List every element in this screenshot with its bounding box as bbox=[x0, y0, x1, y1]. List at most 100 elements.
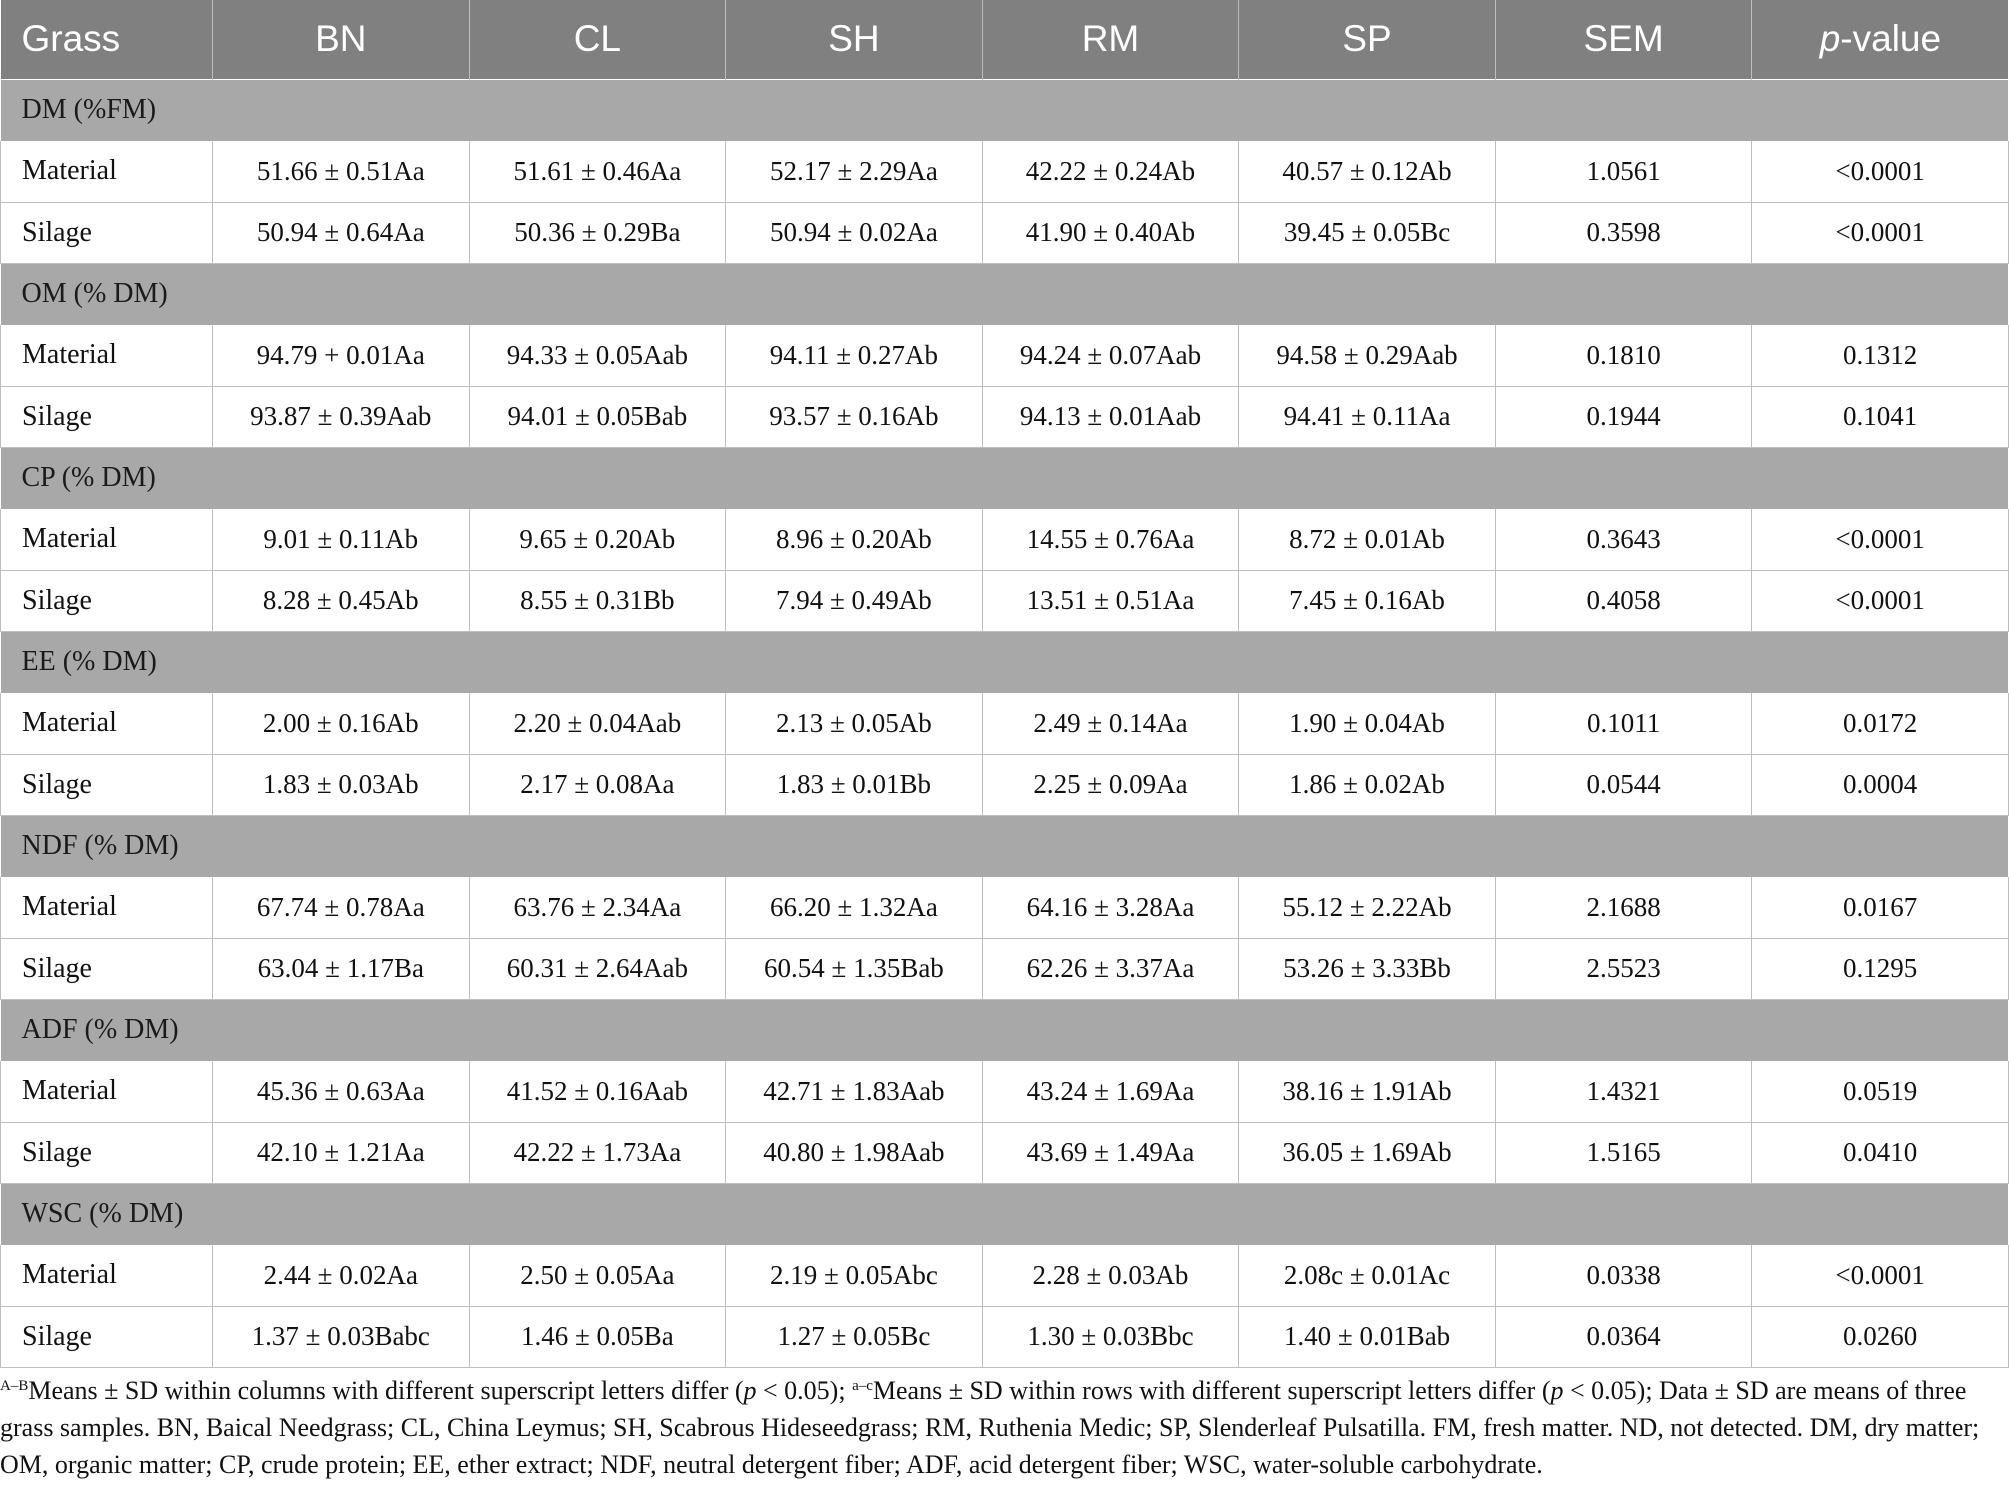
cell-sem: 0.1944 bbox=[1494, 386, 1752, 448]
table-row: Material 9.01 ± 0.11Ab 9.65 ± 0.20Ab 8.96 ±… bbox=[0, 509, 2009, 571]
footnote-threshold: < 0.05); bbox=[756, 1376, 853, 1405]
row-label: Material bbox=[0, 1245, 213, 1307]
row-label: Material bbox=[0, 141, 213, 203]
table-row: Material 2.00 ± 0.16Ab 2.20 ± 0.04Aab 2.13 … bbox=[0, 693, 2009, 755]
cell-sh: 42.71 ± 1.83Aab bbox=[725, 1061, 983, 1123]
cell-bn: 50.94 ± 0.64Aa bbox=[212, 202, 470, 264]
cell-cl: 41.52 ± 0.16Aab bbox=[468, 1061, 726, 1123]
table-footnote: A–BMeans ± SD within columns with differ… bbox=[0, 1368, 2000, 1483]
cell-p-value: 0.1295 bbox=[1751, 938, 2009, 1000]
row-label: Silage bbox=[0, 202, 213, 264]
cell-rm: 43.69 ± 1.49Aa bbox=[981, 1122, 1239, 1184]
cell-p-value: 0.0519 bbox=[1751, 1061, 2009, 1123]
group-header-row: EE (% DM) bbox=[0, 630, 2009, 693]
cell-sem: 0.3643 bbox=[1494, 509, 1752, 571]
cell-rm: 94.13 ± 0.01Aab bbox=[981, 386, 1239, 448]
cell-sem: 1.0561 bbox=[1494, 141, 1752, 203]
row-label: Silage bbox=[0, 386, 213, 448]
cell-sp: 53.26 ± 3.33Bb bbox=[1238, 938, 1496, 1000]
cell-sp: 94.41 ± 0.11Aa bbox=[1238, 386, 1496, 448]
row-label: Silage bbox=[0, 1122, 213, 1184]
cell-bn: 94.79 + 0.01Aa bbox=[212, 325, 470, 387]
cell-rm: 62.26 ± 3.37Aa bbox=[981, 938, 1239, 1000]
footnote-sup-lower: a–c bbox=[852, 1378, 873, 1394]
cell-p-value: <0.0001 bbox=[1751, 202, 2009, 264]
cell-bn: 45.36 ± 0.63Aa bbox=[212, 1061, 470, 1123]
cell-bn: 93.87 ± 0.39Aab bbox=[212, 386, 470, 448]
cell-p-value: 0.0172 bbox=[1751, 693, 2009, 755]
cell-sem: 2.5523 bbox=[1494, 938, 1752, 1000]
cell-rm: 43.24 ± 1.69Aa bbox=[981, 1061, 1239, 1123]
table-row: Silage 1.37 ± 0.03Babc 1.46 ± 0.05Ba 1.27 ±… bbox=[0, 1306, 2009, 1368]
header-sem: SEM bbox=[1494, 0, 1752, 79]
cell-sh: 7.94 ± 0.49Ab bbox=[725, 570, 983, 632]
cell-bn: 42.10 ± 1.21Aa bbox=[212, 1122, 470, 1184]
row-label: Silage bbox=[0, 754, 213, 816]
cell-cl: 2.17 ± 0.08Aa bbox=[468, 754, 726, 816]
p-symbol: p bbox=[1819, 18, 1841, 60]
group-label: NDF (% DM) bbox=[0, 814, 2009, 877]
cell-sh: 1.83 ± 0.01Bb bbox=[725, 754, 983, 816]
cell-rm: 13.51 ± 0.51Aa bbox=[981, 570, 1239, 632]
cell-cl: 94.01 ± 0.05Bab bbox=[468, 386, 726, 448]
group-header-row: OM (% DM) bbox=[0, 262, 2009, 325]
cell-sp: 7.45 ± 0.16Ab bbox=[1238, 570, 1496, 632]
cell-sh: 93.57 ± 0.16Ab bbox=[725, 386, 983, 448]
group-header-row: NDF (% DM) bbox=[0, 814, 2009, 877]
cell-sp: 55.12 ± 2.22Ab bbox=[1238, 877, 1496, 939]
nutrient-composition-table: Grass BN CL SH RM SP SEM p-value DM (%FM… bbox=[0, 0, 2009, 1368]
header-cl: CL bbox=[468, 0, 726, 79]
row-label: Silage bbox=[0, 938, 213, 1000]
cell-sh: 66.20 ± 1.32Aa bbox=[725, 877, 983, 939]
cell-sem: 0.3598 bbox=[1494, 202, 1752, 264]
cell-sp: 40.57 ± 0.12Ab bbox=[1238, 141, 1496, 203]
cell-sem: 1.5165 bbox=[1494, 1122, 1752, 1184]
cell-rm: 2.49 ± 0.14Aa bbox=[981, 693, 1239, 755]
header-bn: BN bbox=[212, 0, 470, 79]
cell-sp: 1.86 ± 0.02Ab bbox=[1238, 754, 1496, 816]
table-row: Material 51.66 ± 0.51Aa 51.61 ± 0.46Aa 52.1… bbox=[0, 141, 2009, 203]
table-row: Material 94.79 + 0.01Aa 94.33 ± 0.05Aab 94.… bbox=[0, 325, 2009, 387]
table-row: Silage 42.10 ± 1.21Aa 42.22 ± 1.73Aa 40.80 … bbox=[0, 1122, 2009, 1184]
footnote-text-lower: Means ± SD within rows with different su… bbox=[872, 1376, 1551, 1405]
cell-sh: 50.94 ± 0.02Aa bbox=[725, 202, 983, 264]
p-value-suffix: -value bbox=[1840, 18, 1942, 60]
cell-rm: 2.25 ± 0.09Aa bbox=[981, 754, 1239, 816]
group-header-row: CP (% DM) bbox=[0, 446, 2009, 509]
row-label: Material bbox=[0, 877, 213, 939]
cell-cl: 51.61 ± 0.46Aa bbox=[468, 141, 726, 203]
cell-p-value: <0.0001 bbox=[1751, 570, 2009, 632]
cell-p-value: <0.0001 bbox=[1751, 141, 2009, 203]
table-row: Silage 8.28 ± 0.45Ab 8.55 ± 0.31Bb 7.94 ± 0… bbox=[0, 570, 2009, 632]
cell-p-value: <0.0001 bbox=[1751, 509, 2009, 571]
cell-sh: 2.13 ± 0.05Ab bbox=[725, 693, 983, 755]
cell-sem: 2.1688 bbox=[1494, 877, 1752, 939]
group-label: OM (% DM) bbox=[0, 262, 2009, 325]
header-sh: SH bbox=[725, 0, 983, 79]
table-row: Material 67.74 ± 0.78Aa 63.76 ± 2.34Aa 66.2… bbox=[0, 877, 2009, 939]
cell-sem: 0.1810 bbox=[1494, 325, 1752, 387]
table-row: Silage 1.83 ± 0.03Ab 2.17 ± 0.08Aa 1.83 ± 0… bbox=[0, 754, 2009, 816]
group-label: EE (% DM) bbox=[0, 630, 2009, 693]
cell-bn: 2.44 ± 0.02Aa bbox=[212, 1245, 470, 1307]
group-label: DM (%FM) bbox=[0, 78, 2009, 141]
cell-sp: 1.90 ± 0.04Ab bbox=[1238, 693, 1496, 755]
cell-p-value: 0.0260 bbox=[1751, 1306, 2009, 1368]
row-label: Material bbox=[0, 509, 213, 571]
cell-p-value: <0.0001 bbox=[1751, 1245, 2009, 1307]
cell-sh: 8.96 ± 0.20Ab bbox=[725, 509, 983, 571]
cell-cl: 2.50 ± 0.05Aa bbox=[468, 1245, 726, 1307]
group-header-row: ADF (% DM) bbox=[0, 998, 2009, 1061]
group-header-row: DM (%FM) bbox=[0, 78, 2009, 141]
row-label: Material bbox=[0, 1061, 213, 1123]
cell-p-value: 0.1312 bbox=[1751, 325, 2009, 387]
cell-cl: 1.46 ± 0.05Ba bbox=[468, 1306, 726, 1368]
row-label: Silage bbox=[0, 570, 213, 632]
header-row: Grass BN CL SH RM SP SEM p-value bbox=[0, 0, 2009, 79]
cell-rm: 42.22 ± 0.24Ab bbox=[981, 141, 1239, 203]
footnote-sup-upper: A–B bbox=[0, 1378, 29, 1394]
cell-rm: 41.90 ± 0.40Ab bbox=[981, 202, 1239, 264]
cell-bn: 1.83 ± 0.03Ab bbox=[212, 754, 470, 816]
row-label: Silage bbox=[0, 1306, 213, 1368]
cell-sh: 1.27 ± 0.05Bc bbox=[725, 1306, 983, 1368]
